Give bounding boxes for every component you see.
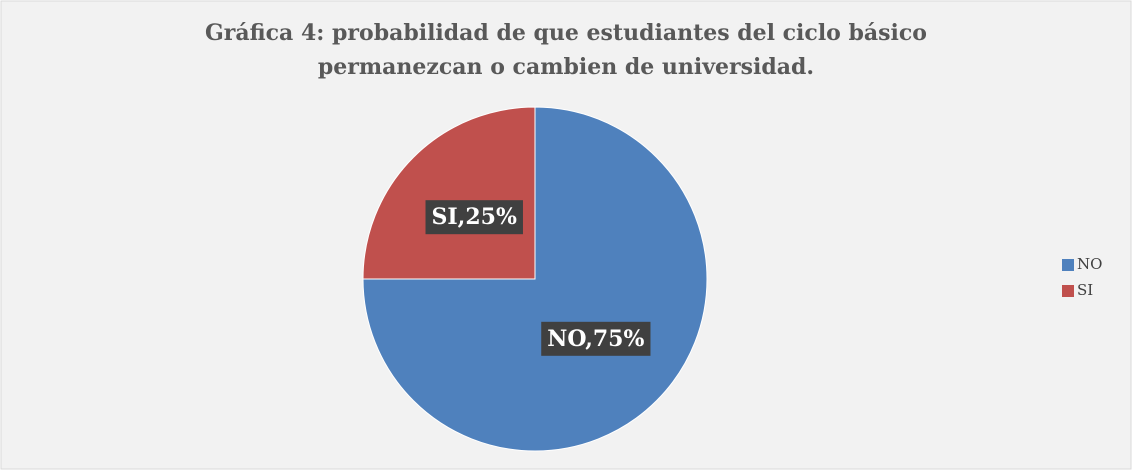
legend-swatch [1062,259,1074,271]
legend-swatch [1062,285,1074,297]
chart-title: Gráfica 4: probabilidad de que estudiant… [205,20,927,46]
data-label: NO,75% [547,326,644,352]
data-label-box [541,321,651,356]
chart-title: permanezcan o cambien de universidad. [318,54,814,80]
data-label-box [425,200,523,235]
legend-label: NO [1077,255,1102,273]
legend-label: SI [1077,281,1093,299]
pie-slice [362,106,536,280]
data-label: SI,25% [432,204,517,230]
